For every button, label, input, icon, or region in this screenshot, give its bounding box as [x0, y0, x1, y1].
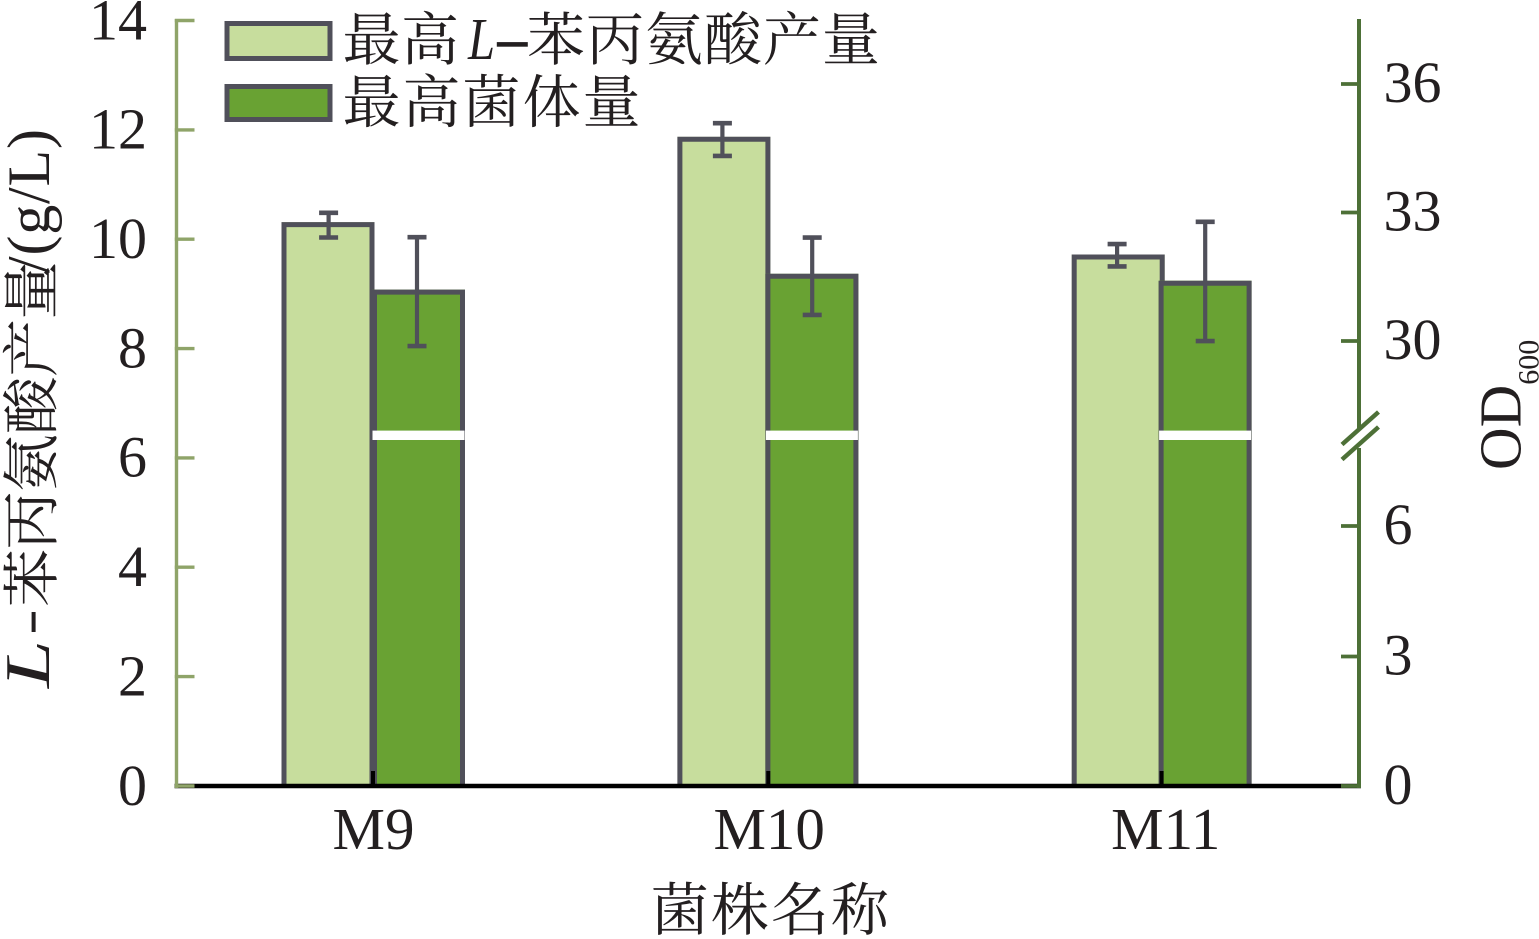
svg-text:600: 600	[1513, 340, 1539, 385]
svg-text:L: L	[0, 640, 63, 689]
svg-text:2: 2	[118, 643, 147, 708]
svg-text:14: 14	[89, 0, 147, 52]
svg-text:OD: OD	[1468, 385, 1534, 470]
svg-text:36: 36	[1384, 50, 1442, 115]
svg-text:10: 10	[89, 206, 147, 271]
svg-text:4: 4	[118, 534, 147, 599]
svg-text:0: 0	[118, 753, 147, 818]
svg-text:/(g/L): /(g/L)	[0, 129, 62, 273]
svg-text:30: 30	[1384, 307, 1442, 372]
svg-text:6: 6	[1384, 492, 1413, 557]
svg-text:33: 33	[1384, 179, 1442, 244]
svg-text:8: 8	[118, 315, 147, 380]
svg-text:6: 6	[118, 425, 147, 490]
svg-text:12: 12	[89, 97, 147, 162]
svg-text:M10: M10	[713, 796, 824, 862]
svg-text:0: 0	[1384, 752, 1413, 817]
svg-text:M11: M11	[1111, 796, 1220, 862]
svg-text:3: 3	[1384, 623, 1413, 688]
svg-text:M9: M9	[333, 796, 415, 862]
svg-text:L: L	[467, 6, 495, 72]
